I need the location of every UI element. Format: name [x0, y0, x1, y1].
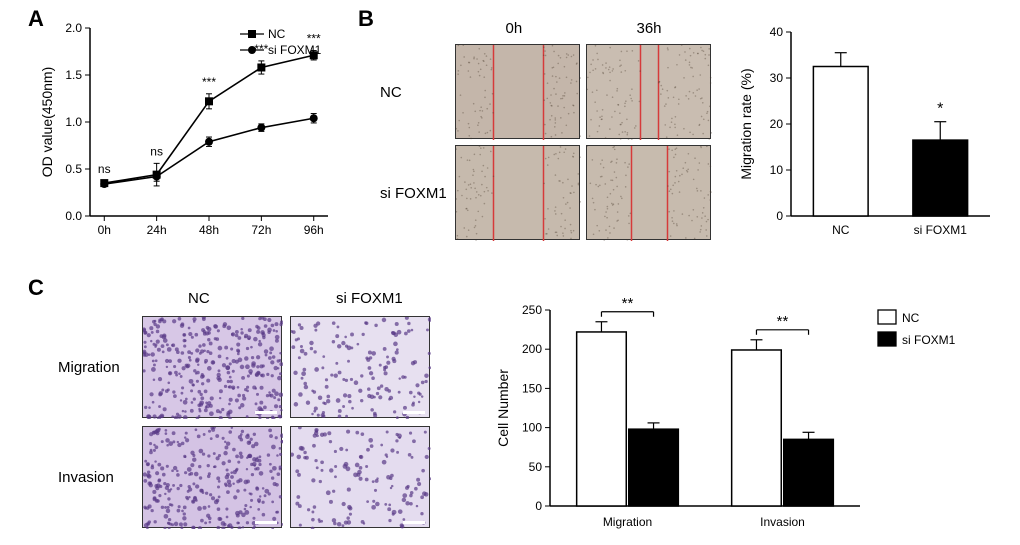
panel-b-col-label: 0h: [506, 20, 523, 37]
svg-text:150: 150: [522, 381, 542, 395]
panel-b-row-label: si FOXM1: [380, 185, 447, 202]
svg-text:NC: NC: [268, 27, 286, 41]
svg-text:10: 10: [770, 163, 784, 177]
svg-text:Migration: Migration: [603, 515, 652, 529]
svg-text:NC: NC: [902, 311, 920, 325]
svg-text:0: 0: [535, 499, 542, 513]
svg-text:Invasion: Invasion: [760, 515, 805, 529]
panel-c-bar-chart: 0 50 100 150 200 250 Cell Number Migration ** Inv…: [490, 290, 1000, 540]
svg-text:*: *: [937, 101, 943, 118]
transwell-micrograph: [142, 426, 282, 528]
transwell-micrograph: [290, 426, 430, 528]
panel-a-chart: 0.0 0.5 1.0 1.5 2.0 0h 24h 48h 72h 96h OD value(45…: [38, 18, 338, 248]
svg-text:50: 50: [529, 460, 543, 474]
wound-heal-micrograph: [586, 44, 711, 139]
svg-text:***: ***: [254, 42, 268, 56]
svg-text:100: 100: [522, 421, 542, 435]
svg-text:ns: ns: [150, 144, 163, 158]
svg-text:Migration rate (%): Migration rate (%): [738, 68, 754, 179]
svg-text:Cell Number: Cell Number: [495, 369, 511, 447]
svg-text:0.5: 0.5: [65, 162, 82, 176]
svg-text:***: ***: [202, 75, 216, 89]
svg-text:0h: 0h: [98, 223, 111, 237]
svg-text:si FOXM1: si FOXM1: [268, 43, 322, 57]
svg-text:250: 250: [522, 303, 542, 317]
svg-text:30: 30: [770, 71, 784, 85]
svg-text:200: 200: [522, 342, 542, 356]
svg-text:si FOXM1: si FOXM1: [914, 223, 968, 237]
svg-text:48h: 48h: [199, 223, 219, 237]
svg-text:**: **: [777, 313, 789, 330]
panel-c-row-label: Migration: [58, 359, 120, 376]
panel-c-col-label: NC: [188, 290, 210, 307]
svg-text:2.0: 2.0: [65, 21, 82, 35]
panel-label-b: B: [358, 6, 374, 32]
wound-heal-micrograph: [455, 145, 580, 240]
svg-text:OD value(450nm): OD value(450nm): [39, 67, 55, 178]
wound-heal-micrograph: [455, 44, 580, 139]
transwell-micrograph: [142, 316, 282, 418]
panel-b-image-grid: 0h 36h NC si FOXM1: [380, 20, 720, 255]
svg-text:20: 20: [770, 117, 784, 131]
svg-text:96h: 96h: [304, 223, 324, 237]
svg-text:**: **: [622, 295, 634, 312]
svg-text:40: 40: [770, 25, 784, 39]
svg-text:72h: 72h: [251, 223, 271, 237]
panel-b-col-label: 36h: [637, 20, 662, 37]
svg-text:1.0: 1.0: [65, 115, 82, 129]
panel-c-image-grid: NC si FOXM1 Migration Invasion: [58, 290, 428, 540]
panel-label-c: C: [28, 275, 44, 301]
svg-text:0.0: 0.0: [65, 209, 82, 223]
svg-text:1.5: 1.5: [65, 68, 82, 82]
panel-c-col-label: si FOXM1: [336, 290, 403, 307]
panel-b-row-label: NC: [380, 84, 402, 101]
svg-text:NC: NC: [832, 223, 850, 237]
panel-c-row-label: Invasion: [58, 469, 114, 486]
svg-text:si FOXM1: si FOXM1: [902, 333, 956, 347]
panel-b-bar-chart: 0 10 20 30 40 Migration rate (%) NC si FOXM1 *: [735, 18, 1000, 248]
svg-text:ns: ns: [98, 162, 111, 176]
transwell-micrograph: [290, 316, 430, 418]
svg-text:0: 0: [776, 209, 783, 223]
svg-text:24h: 24h: [147, 223, 167, 237]
wound-heal-micrograph: [586, 145, 711, 240]
